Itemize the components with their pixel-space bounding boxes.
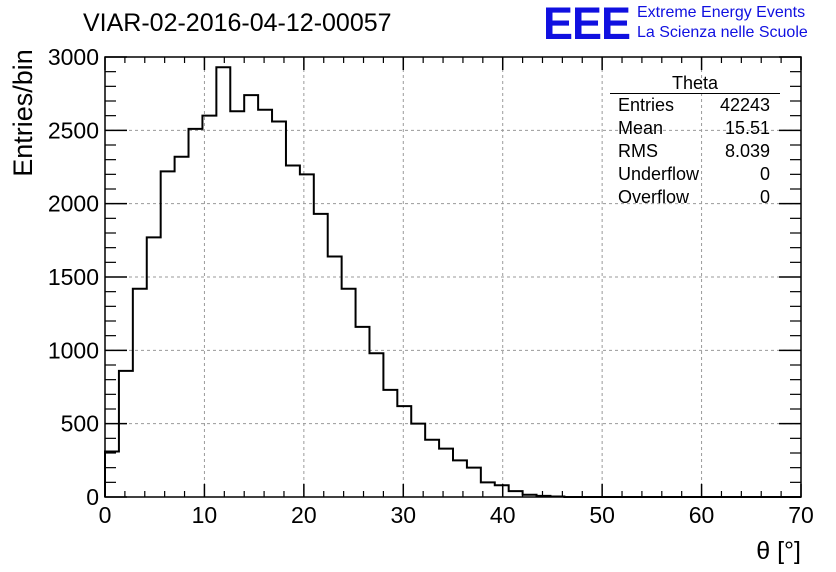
logo-line-1: Extreme Energy Events [637,4,806,21]
stats-label: Entries [618,95,675,115]
y-tick-labels: 0 500 1000 1500 2000 2500 3000 [48,44,99,510]
stats-label: Overflow [618,187,690,207]
stats-row-rms: RMS 8.039 [610,140,780,163]
axis-ticks [104,56,802,498]
grid-lines [105,56,801,497]
stats-value: 42243 [719,95,770,115]
x-tick-label: 30 [390,502,416,528]
stats-label: Underflow [618,164,700,184]
stats-title: Theta [610,74,780,94]
y-tick-label: 2500 [48,117,99,143]
x-tick-label: 50 [589,502,615,528]
y-tick-label: 1000 [48,337,99,363]
x-tick-label: 20 [291,502,317,528]
y-tick-label: 500 [61,411,99,437]
stats-row-mean: Mean 15.51 [610,117,780,140]
y-tick-label: 0 [86,484,99,510]
stats-box: Theta Entries 42243 Mean 15.51 RMS 8.039… [610,74,780,209]
x-tick-label: 70 [788,502,814,528]
y-axis-label: Entries/bin [8,49,38,177]
stats-value: 8.039 [724,141,770,161]
stats-label: Mean [618,118,664,138]
stats-value: 15.51 [724,118,770,138]
x-tick-label: 10 [192,502,218,528]
stats-row-entries: Entries 42243 [610,94,780,117]
y-tick-label: 2000 [48,191,99,217]
x-axis-label: θ [°] [756,537,801,565]
stats-row-overflow: Overflow 0 [610,186,780,209]
chart-title: VIAR-02-2016-04-12-00057 [83,9,392,37]
x-tick-label: 60 [689,502,715,528]
y-tick-label: 1500 [48,264,99,290]
stats-value: 0 [759,164,770,184]
x-tick-label: 40 [490,502,516,528]
eee-logo: EEE [543,0,631,49]
x-tick-labels: 0 10 20 30 40 50 60 70 [99,502,814,528]
stats-value: 0 [759,187,770,207]
logo-line-2: La Scienza nelle Scuole [637,24,808,41]
stats-row-underflow: Underflow 0 [610,163,780,186]
stats-label: RMS [618,141,658,161]
x-tick-label: 0 [99,502,112,528]
y-tick-label: 3000 [48,44,99,70]
